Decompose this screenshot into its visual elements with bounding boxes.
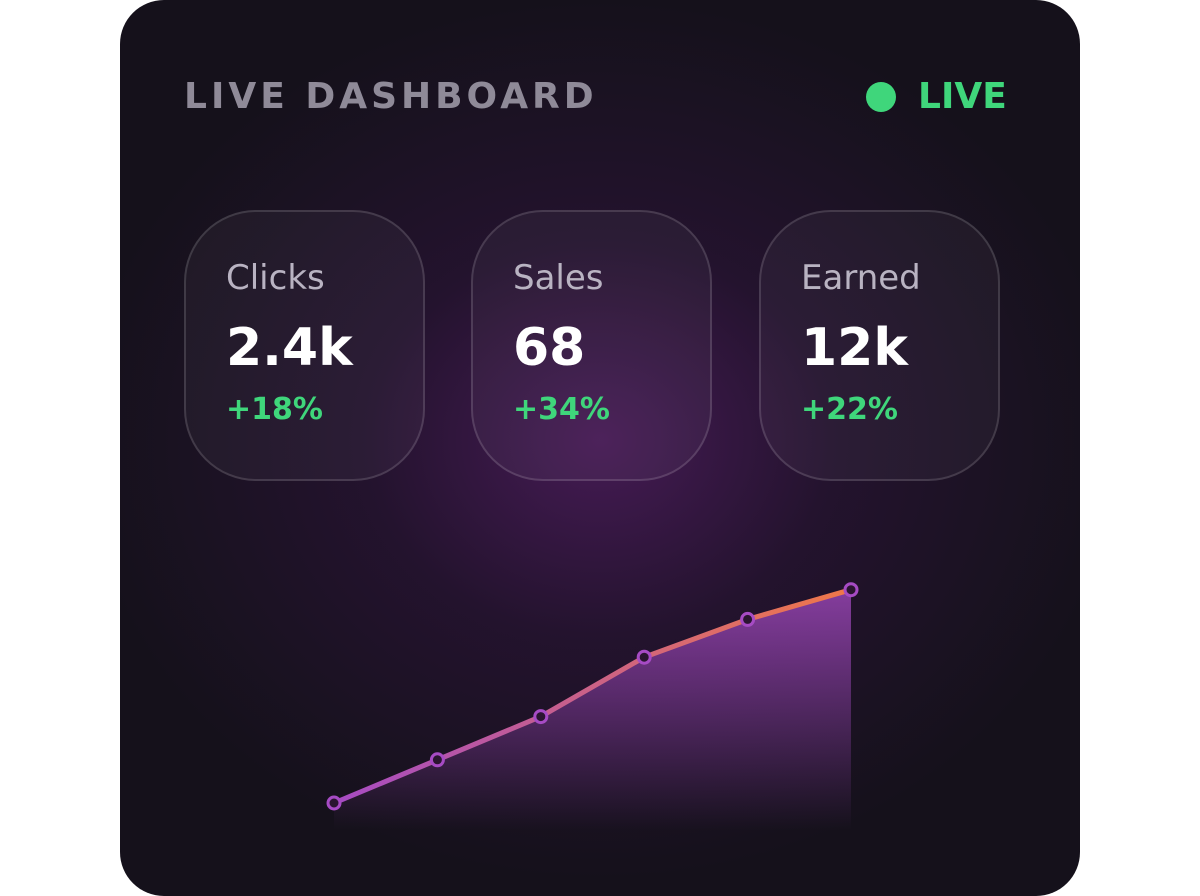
point [326,795,342,811]
stat-change: +34% [513,392,610,427]
point [636,649,652,665]
stat-change: +18% [226,392,323,427]
point [843,582,859,598]
dashboard-card: LIVE DASHBOARD LIVE Clicks 2.4k +18% Sales 6… [120,0,1080,896]
live-label: LIVE [918,76,1007,117]
chart [326,582,859,830]
stat-change: +22% [801,392,898,427]
stat-value: 68 [513,318,586,378]
dashboard-title: LIVE DASHBOARD [184,76,598,117]
live-status: LIVE [866,76,1007,117]
stat-value: 12k [801,318,908,378]
stat-label: Earned [801,258,921,298]
live-dot [866,81,896,112]
stat-label: Sales [513,258,604,298]
point [740,611,756,627]
point [429,752,445,768]
stat-card: Sales 68 +34% [471,210,712,481]
stat-card: Earned 12k +22% [759,210,1000,481]
area [334,589,851,830]
stat-label: Clicks [226,258,325,298]
line [331,587,854,806]
stat-value: 2.4k [226,318,353,378]
point [533,709,549,725]
stat-card: Clicks 2.4k +18% [184,210,425,481]
